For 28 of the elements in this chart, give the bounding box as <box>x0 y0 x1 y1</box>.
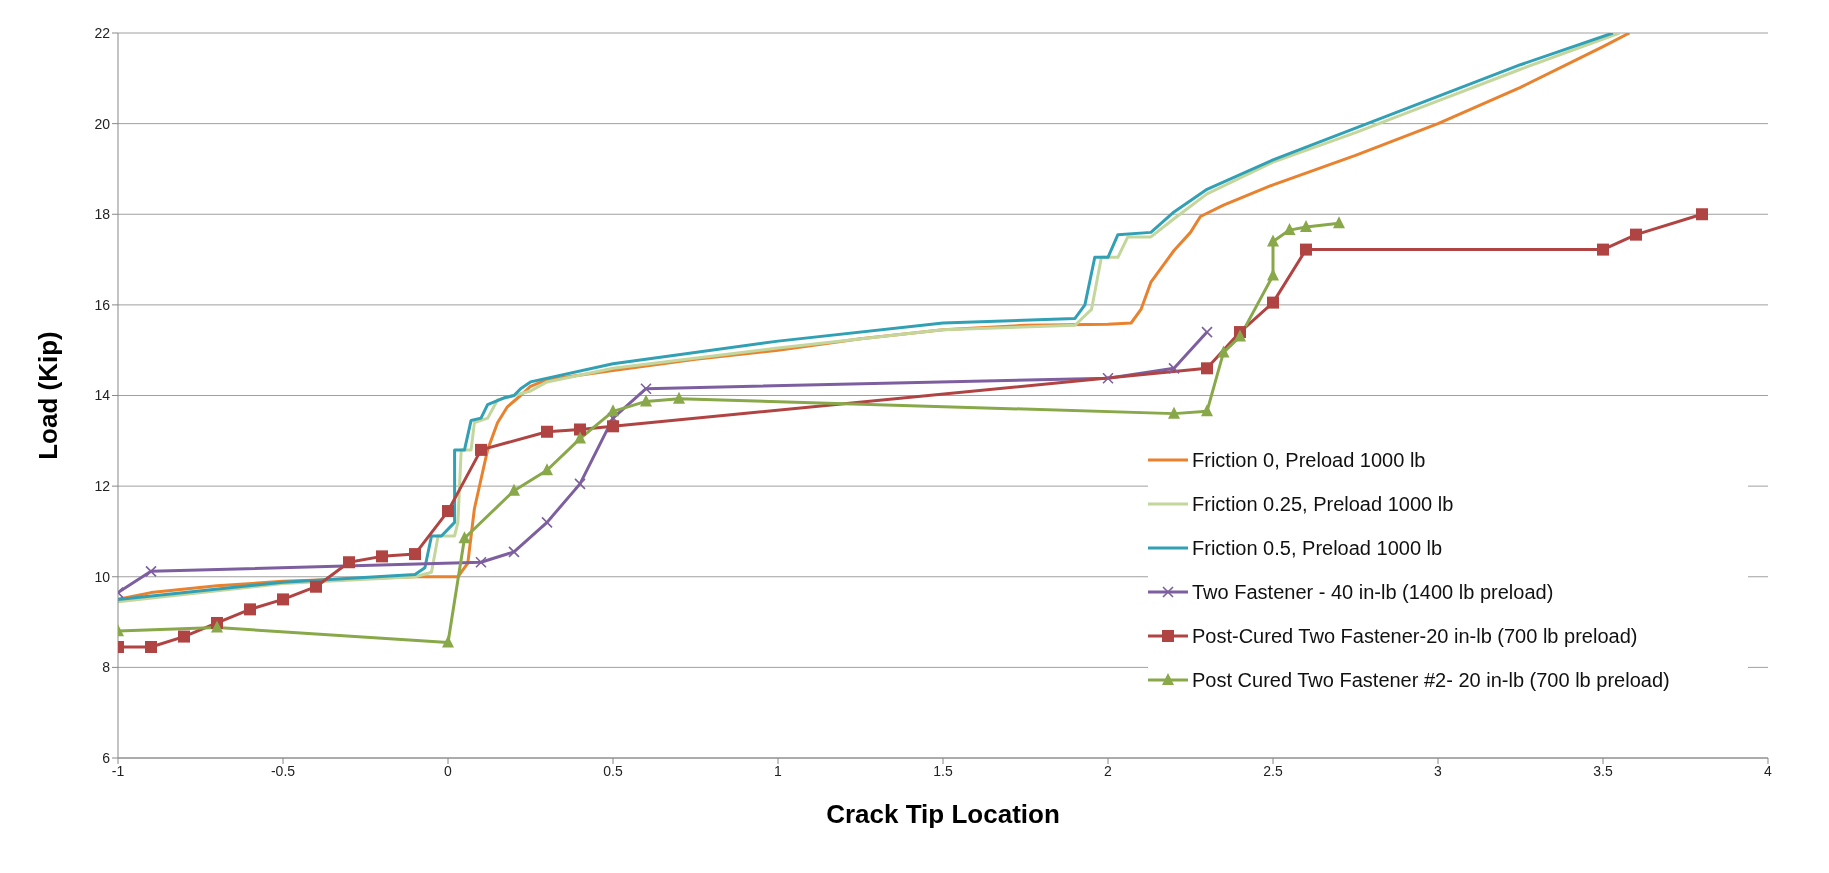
y-axis-title: Load (Kip) <box>33 331 64 460</box>
legend-label: Friction 0.25, Preload 1000 lb <box>1192 492 1454 516</box>
legend-label: Two Fastener - 40 in-lb (1400 lb preload) <box>1192 580 1554 604</box>
y-tick-label: 8 <box>102 659 111 676</box>
x-tick-label: 2.5 <box>1263 762 1283 779</box>
y-tick-label: 6 <box>102 749 111 766</box>
x-tick-label: 0.5 <box>603 762 623 779</box>
legend-label: Post Cured Two Fastener #2- 20 in-lb (700 lb preload) <box>1192 668 1670 692</box>
x-tick-label: -1 <box>111 762 125 779</box>
x-tick-label: 4 <box>1764 762 1773 779</box>
x-tick-label: 3.5 <box>1593 762 1613 779</box>
y-tick-label: 22 <box>94 24 111 41</box>
x-axis-title: Crack Tip Location <box>826 799 1060 829</box>
legend-label: Post-Cured Two Fastener-20 in-lb (700 lb preload) <box>1192 624 1638 648</box>
x-tick-label: 2 <box>1104 762 1113 779</box>
x-tick-label: 3 <box>1434 762 1443 779</box>
legend-label: Friction 0, Preload 1000 lb <box>1192 448 1426 472</box>
y-tick-label: 16 <box>94 296 111 313</box>
y-tick-label: 12 <box>94 478 111 495</box>
x-tick-label: -0.5 <box>270 762 296 779</box>
x-tick-label: 1 <box>774 762 783 779</box>
x-tick-label: 1.5 <box>933 762 953 779</box>
y-tick-label: 20 <box>94 115 111 132</box>
y-tick-label: 14 <box>94 387 111 404</box>
y-tick-label: 18 <box>94 206 111 223</box>
y-tick-label: 10 <box>94 568 111 585</box>
legend-label: Friction 0.5, Preload 1000 lb <box>1192 536 1443 560</box>
x-tick-label: 0 <box>444 762 453 779</box>
